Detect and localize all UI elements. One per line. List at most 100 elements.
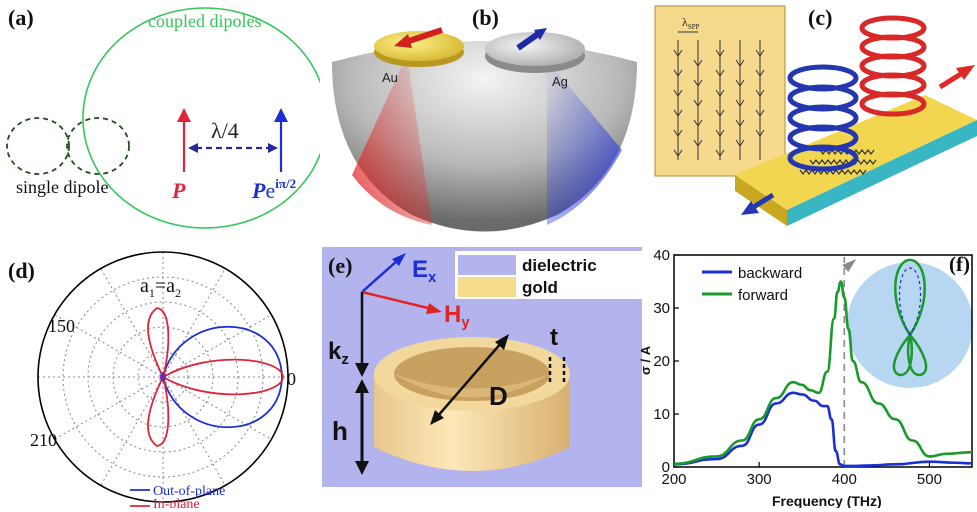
x-axis-label: Frequency (THz) [772, 493, 882, 508]
y-axis-label: σ / A [638, 345, 653, 375]
polar-title-eq: =a [155, 275, 175, 297]
gold-slab-top [735, 95, 977, 210]
backward-arrowhead-blue [741, 201, 759, 215]
k-vector-subscript: z [341, 351, 349, 368]
y-tick-label: 0 [662, 459, 670, 476]
h-field-subscript: y [461, 314, 470, 331]
inset-lambda-sub: SPP [688, 23, 700, 31]
au-arrow [405, 27, 443, 45]
series-line-forward [673, 280, 973, 466]
height-arrowhead-bottom [355, 461, 369, 475]
legend-out-of-plane: Out-of-plane [153, 484, 225, 499]
au-arrowhead [394, 34, 412, 48]
angle-tick-150: 150 [48, 316, 75, 336]
diameter-arrow [436, 341, 503, 418]
height-label: h [332, 416, 348, 446]
inset-chevrons [673, 49, 765, 157]
panel-c: λSPP (c) [650, 0, 977, 240]
y-tick-label: 10 [653, 406, 670, 423]
polar-frame [37, 251, 289, 503]
inset-slit-pattern [677, 40, 761, 160]
separation-arrowhead-left [188, 143, 198, 153]
dipole-p-phase-exponent: iπ/2 [275, 176, 296, 191]
far-field-pattern [892, 258, 928, 377]
y-tick-label: 30 [653, 300, 670, 317]
polar-title-sub2: 2 [175, 286, 181, 300]
x-tick-label: 200 [661, 471, 686, 488]
polar-grid [38, 252, 288, 502]
gold-slab-side [787, 120, 977, 226]
y-tick-label: 40 [653, 247, 670, 264]
h-field-symbol: H [444, 301, 461, 328]
ag-disk [485, 32, 585, 66]
ag-arrowhead [534, 28, 547, 40]
panel-e: dielectric gold Ex Hy kz D h t (e) [322, 247, 642, 487]
separation-arrowhead-right [268, 143, 278, 153]
au-label: Au [382, 70, 398, 85]
panel-b-figure: Au Ag [332, 27, 637, 232]
blue-helix [787, 64, 859, 172]
single-dipole-label: single dipole [16, 177, 109, 197]
x-tick-label: 300 [747, 471, 772, 488]
out-of-plane-pattern [162, 325, 283, 429]
coupled-dipoles-label: coupled dipoles [148, 11, 261, 31]
panel-c-figure: λSPP [654, 5, 977, 226]
in-plane-pattern-lower [147, 374, 170, 447]
blue-emission-beam [547, 60, 622, 225]
panel-b-label: (b) [472, 5, 499, 30]
diameter-arrowhead-bottom [430, 410, 444, 425]
x-tick-label: 500 [917, 471, 942, 488]
chart-svg: 200 300 400 500 0 10 20 30 40 backward forward F… [638, 247, 973, 509]
k-vector-label: kz [328, 338, 349, 368]
single-dipole-lobe-left [6, 117, 70, 175]
red-emission-beam [352, 55, 432, 225]
chart-marks: 200 300 400 500 0 10 20 30 40 [653, 247, 973, 488]
legend-dielectric: dielectric [522, 256, 597, 275]
legend-backward: backward [738, 265, 802, 282]
e-field-label: Ex [412, 256, 437, 286]
diameter-arrowhead-top [495, 334, 509, 350]
lambda-quarter-label: λ/4 [211, 118, 239, 143]
in-plane-pattern-upper [147, 307, 170, 380]
panel-e-label: (e) [328, 253, 353, 278]
inset-lambda: λ [682, 15, 688, 29]
single-dipole-lobe-right [66, 117, 130, 175]
dipole-p-phase-base: P [251, 178, 266, 203]
legend-swatch-gold [458, 277, 516, 297]
diameter-label: D [489, 381, 508, 411]
panel-e-figure: dielectric gold Ex Hy kz D h t [328, 251, 642, 475]
x-tick-label: 400 [832, 471, 857, 488]
dipole-arrowhead-red [177, 108, 191, 122]
height-arrowhead-top [355, 379, 369, 393]
dipole-p-phase-label: Peiπ/2 [251, 176, 296, 203]
in-plane-pattern-right [161, 358, 284, 396]
series-line-backward [673, 391, 973, 468]
ag-arrow [516, 31, 540, 51]
ring-inner-shadow [394, 374, 550, 398]
slab-chevrons [799, 149, 877, 175]
forward-arrow-red [938, 69, 966, 90]
dipole-p-label: P [171, 178, 186, 203]
ag-label: Ag [552, 74, 568, 89]
polar-origin-marker [160, 372, 166, 382]
resonance-marker-arrowhead [842, 259, 857, 272]
dipole-p-phase-e: e [265, 178, 275, 203]
polar-title-a1: a [140, 275, 149, 297]
au-disk [374, 31, 464, 61]
panel-f: 200 300 400 500 0 10 20 30 40 backward forward F… [632, 240, 977, 509]
polar-title: a1=a2 [140, 275, 181, 300]
e-field-symbol: E [412, 256, 428, 283]
panel-a-label: (a) [8, 5, 34, 30]
k-vector-arrowhead [355, 363, 369, 377]
polar-title-sub1: 1 [149, 286, 155, 300]
panel-d-polar-plot: a1=a2 150 0 210 Out-of-plane In-plane [30, 251, 296, 512]
backward-arrow-blue [750, 192, 775, 211]
panel-a-figure: coupled dipoles λ/4 single dipole P Peiπ… [6, 7, 328, 229]
legend-in-plane: In-plane [153, 497, 200, 508]
dipole-arrowhead-blue [274, 108, 288, 122]
panel-d-label: (d) [8, 258, 35, 283]
y-tick-label: 20 [653, 353, 670, 370]
panel-f-label: (f) [949, 252, 970, 276]
legend-gold: gold [522, 278, 558, 297]
e-field-arrow [361, 259, 399, 293]
